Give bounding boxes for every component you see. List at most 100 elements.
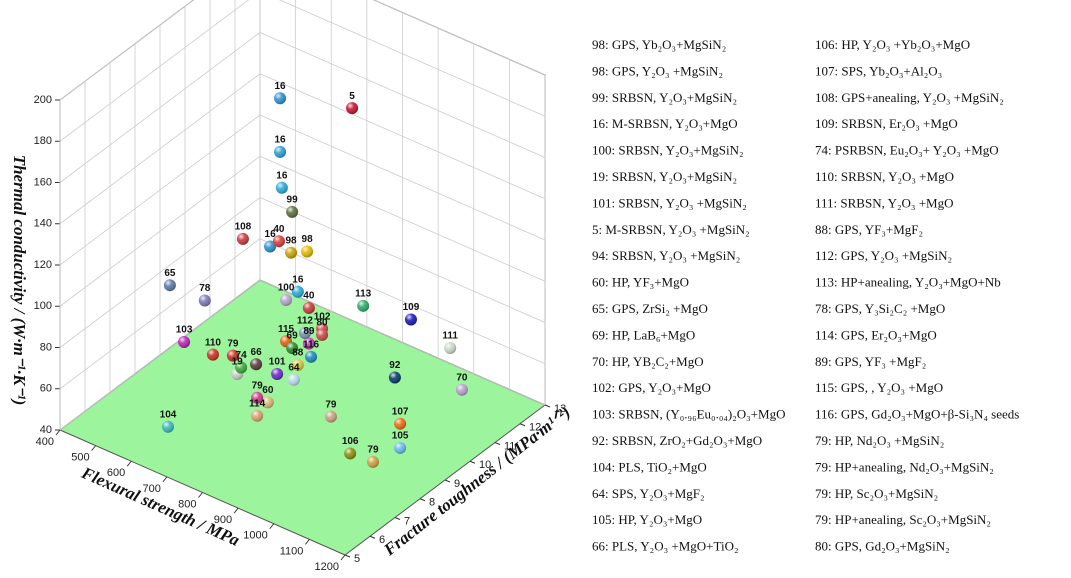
x-tick — [269, 523, 275, 530]
point-label: 80 — [317, 317, 329, 328]
key-entry: 89: GPS, YF₃ +MgF₂ — [815, 354, 926, 369]
point-label: 79 — [252, 380, 264, 391]
key-entry: 105: HP, Y₂O₃+MgO — [592, 512, 702, 527]
key-entry: 110: SRBSN, Y₂O₃ +MgO — [815, 169, 954, 184]
z-tick-label: 40 — [40, 424, 52, 436]
point-shine — [286, 342, 299, 355]
point-shine — [455, 383, 468, 396]
x-tick-label: 400 — [36, 436, 54, 448]
x-tick-label: 1000 — [243, 530, 267, 542]
point-shine — [261, 396, 274, 409]
point-shine — [280, 294, 293, 306]
point-shine — [388, 371, 401, 384]
y-tick — [494, 442, 501, 445]
points-layer — [161, 92, 468, 468]
point-shine — [286, 205, 299, 218]
key-entry: 98: GPS, Y₂O₃ +MgSiN₂ — [592, 63, 723, 78]
point-label: 16 — [274, 135, 286, 146]
key-entry: 66: PLS, Y₂O₃ +MgO+TiO₂ — [592, 539, 739, 554]
point-shine — [302, 301, 315, 314]
point-label: 106 — [342, 436, 359, 447]
point-label: 98 — [302, 234, 314, 245]
y-tick-label: 9 — [454, 478, 460, 490]
point-shine — [271, 367, 284, 380]
point-label: 70 — [456, 372, 468, 383]
x-tick-label: 700 — [143, 483, 161, 495]
grid-line — [59, 32, 546, 183]
point-label: 74 — [236, 350, 248, 361]
y-tick — [394, 517, 401, 520]
key-entry: 99: SRBSN, Y₂O₃+MgSiN₂ — [592, 90, 737, 105]
y-tick-label: 13 — [554, 403, 566, 415]
z-tick-label: 80 — [40, 341, 52, 353]
y-tick — [519, 423, 526, 427]
point-shine — [198, 294, 211, 307]
point-label: 78 — [199, 283, 211, 294]
point-label: 88 — [292, 348, 304, 359]
key-entry: 98: GPS, Yb₂O₃+MgSiN₂ — [592, 37, 726, 52]
x-tick-label: 900 — [214, 514, 232, 526]
point-shine — [251, 409, 264, 422]
point-shine — [305, 350, 318, 363]
key-entry: 79: HP, Nd₂O₃ +MgSiN₂ — [815, 433, 944, 448]
key-entry: 115: GPS, , Y₂O₃ +MgO — [815, 380, 943, 395]
x-tick — [162, 476, 168, 483]
key-entry: 74: PSRBSN, Eu₂O₃+ Y₂O₃ +MgO — [815, 143, 999, 158]
y-tick — [469, 460, 476, 464]
point-shine — [163, 279, 176, 292]
y-tick-label: 8 — [429, 497, 435, 509]
point-label: 66 — [251, 347, 263, 358]
y-tick-label: 10 — [479, 459, 491, 471]
point-label: 116 — [303, 339, 320, 350]
y-tick — [344, 554, 351, 558]
key-entry: 88: GPS, YF₃+MgF₂ — [815, 222, 923, 237]
key-entry: 79: HP, Sc₂O₃+MgSiN₂ — [815, 486, 938, 501]
z-tick-label: 120 — [34, 259, 52, 271]
point-label: 16 — [265, 229, 277, 240]
point-shine — [236, 232, 249, 245]
z-tick-label: 200 — [34, 94, 52, 106]
point-label: 113 — [355, 288, 372, 299]
point-label: 102 — [314, 311, 331, 322]
z-tick-label: 100 — [34, 300, 52, 312]
point-label: 40 — [303, 291, 315, 302]
point-shine — [274, 92, 287, 105]
key-entry: 113: HP+anealing, Y₂O₃+MgO+Nb — [815, 275, 1001, 290]
key-entry: 103: SRBSN, (Y₀.₉₆Eu₀.₀₄)₂O₃+MgO — [592, 407, 785, 422]
key-entry: 16: M-SRBSN, Y₂O₃+MgO — [592, 116, 738, 131]
y-tick — [444, 479, 451, 483]
z-axis-title: Thermal conductivity / (W·m⁻¹·K⁻¹) — [10, 155, 29, 406]
key-entry: 116: GPS, Gd₂O₃+MgO+β-Si₃N₄ seeds — [815, 407, 1019, 422]
y-tick — [419, 498, 426, 502]
key-entry: 108: GPS+anealing, Y₂O₃ +MgSiN₂ — [815, 90, 1004, 105]
y-tick — [369, 535, 376, 539]
point-shine — [316, 328, 329, 341]
x-tick — [233, 507, 239, 514]
point-shine — [235, 361, 248, 374]
point-label: 107 — [392, 406, 409, 417]
y-tick-label: 12 — [529, 422, 541, 434]
key-entry: 92: SRBSN, ZrO₂+Gd₂O₃+MgO — [592, 433, 762, 448]
grid-line — [59, 73, 546, 225]
z-tick-label: 180 — [34, 135, 52, 147]
point-label: 104 — [160, 409, 177, 420]
key-entry: 19: SRBSN, Y₂O₃+MgSiN₂ — [592, 169, 737, 184]
point-label: 103 — [176, 325, 193, 336]
point-label: 79 — [367, 445, 379, 456]
point-label: 40 — [273, 224, 285, 235]
key-entry: 100: SRBSN, Y₂O₃+MgSiN₂ — [592, 143, 744, 158]
point-shine — [251, 391, 264, 404]
point-label: 60 — [262, 385, 274, 396]
grid-line — [59, 0, 546, 142]
point-label: 16 — [292, 274, 304, 285]
key-entry: 5: M-SRBSN, Y₂O₃ +MgSiN₂ — [592, 222, 750, 237]
key-entry: 106: HP, Y₂O₃ +Yb₂O₃+MgO — [815, 37, 970, 52]
y-tick — [544, 404, 551, 408]
point-shine — [394, 417, 407, 430]
point-label: 110 — [205, 337, 222, 348]
grid-layer — [55, 0, 551, 561]
key-entry: 109: SRBSN, Er₂O₃ +MgO — [815, 116, 958, 131]
x-tick-label: 1200 — [315, 561, 339, 573]
point-label: 114 — [249, 398, 266, 409]
